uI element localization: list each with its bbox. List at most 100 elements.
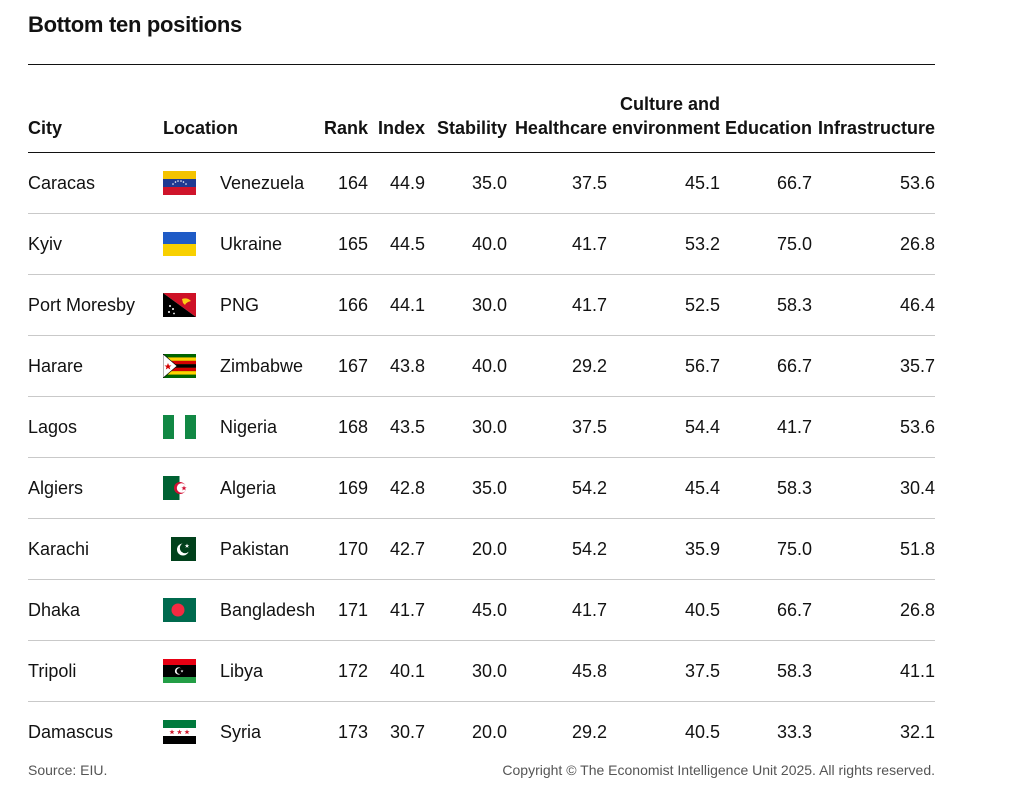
png-flag-icon <box>163 293 196 317</box>
bangladesh-flag-icon <box>163 598 196 622</box>
cell-education: 66.7 <box>720 152 812 214</box>
cell-location: Libya <box>163 640 318 702</box>
cell-stability: 30.0 <box>425 274 507 336</box>
cell-index: 44.9 <box>368 152 425 214</box>
cell-rank: 170 <box>318 518 368 580</box>
cell-stability: 35.0 <box>425 457 507 519</box>
cell-culture: 54.4 <box>607 396 720 458</box>
cell-location: Venezuela <box>163 152 318 214</box>
cell-rank: 167 <box>318 335 368 397</box>
cell-healthcare: 29.2 <box>507 335 607 397</box>
table-row: Port Moresby PNG 166 44.1 30.0 41.7 52.5 58.3 46… <box>28 274 935 336</box>
rankings-table: City Location Rank Index Stability Healt… <box>28 78 935 762</box>
algeria-flag-icon <box>163 476 196 500</box>
cell-index: 42.7 <box>368 518 425 580</box>
cell-healthcare: 29.2 <box>571 721 607 742</box>
cell-stability: 30.0 <box>425 396 507 458</box>
table-row: Harare Zimbabwe 167 43.8 40.0 29.2 56.7 66.7 35.… <box>28 335 935 397</box>
cell-culture: 37.5 <box>607 640 720 702</box>
top-rule <box>28 64 935 65</box>
table-row: Algiers Algeria 169 42.8 35.0 54.2 45.4 58.3 30.… <box>28 457 935 519</box>
cell-rank: 168 <box>318 396 368 458</box>
location-name: Venezuela <box>220 172 305 193</box>
col-header-location: Location <box>163 78 318 153</box>
cell-index: 43.5 <box>368 396 425 458</box>
cell-healthcare: 41.7 <box>507 579 607 641</box>
cell-rank: 166 <box>318 274 368 336</box>
cell-healthcare: 37.5 <box>507 396 607 458</box>
cell-location: Algeria <box>163 457 318 519</box>
cell-healthcare: 37.5 <box>507 152 607 214</box>
cell-city: Dhaka <box>28 579 163 641</box>
cell-rank: 165 <box>318 213 368 275</box>
col-header-education: Education <box>720 78 812 153</box>
syria-flag-icon <box>163 720 196 744</box>
cell-index: 44.5 <box>368 213 425 275</box>
cell-index: 44.1 <box>368 274 425 336</box>
cell-infrastructure: 53.6 <box>812 152 935 214</box>
cell-culture: 45.1 <box>607 152 720 214</box>
cell-infrastructure: 30.4 <box>812 457 935 519</box>
col-header-index: Index <box>368 78 425 153</box>
cell-stability: 20.0 <box>471 721 507 742</box>
pakistan-flag-icon <box>163 537 196 561</box>
cell-city: Port Moresby <box>28 274 163 336</box>
cell-infrastructure: 53.6 <box>812 396 935 458</box>
cell-culture: 52.5 <box>607 274 720 336</box>
location-name: Algeria <box>220 477 277 498</box>
table-row: Karachi Pakistan 170 42.7 20.0 54.2 35.9 75.0 51… <box>28 518 935 580</box>
location-name: Pakistan <box>220 538 290 559</box>
cell-stability: 20.0 <box>425 518 507 580</box>
cell-location: Bangladesh <box>163 579 318 641</box>
zimbabwe-flag-icon <box>163 354 196 378</box>
cell-rank: 172 <box>318 640 368 702</box>
cell-infrastructure: 46.4 <box>812 274 935 336</box>
cell-healthcare: 54.2 <box>507 518 607 580</box>
cell-city: Harare <box>28 335 163 397</box>
cell-infrastructure: 26.8 <box>812 579 935 641</box>
cell-healthcare: 41.7 <box>507 213 607 275</box>
cell-healthcare: 41.7 <box>507 274 607 336</box>
col-header-stability: Stability <box>425 78 507 153</box>
chart-title: Bottom ten positions <box>28 12 242 37</box>
location-name: Libya <box>220 660 264 681</box>
cell-education: 66.7 <box>720 579 812 641</box>
cell-culture: 40.5 <box>607 579 720 641</box>
cell-rank: 169 <box>318 457 368 519</box>
cell-location: Nigeria <box>163 396 318 458</box>
location-name: PNG <box>220 294 260 315</box>
cell-culture: 53.2 <box>607 213 720 275</box>
cell-rank: 164 <box>318 152 368 214</box>
source-note: Source: EIU. <box>28 762 108 778</box>
cell-stability: 45.0 <box>425 579 507 641</box>
location-name: Bangladesh <box>220 599 316 620</box>
cell-stability: 40.0 <box>425 335 507 397</box>
cell-culture: 35.9 <box>607 518 720 580</box>
cell-index: 40.1 <box>368 640 425 702</box>
location-name: Nigeria <box>220 416 278 437</box>
col-header-city: City <box>28 78 163 153</box>
cell-stability: 35.0 <box>425 152 507 214</box>
location-name: Syria <box>220 721 262 742</box>
copyright-note: Copyright © The Economist Intelligence U… <box>502 762 935 778</box>
cell-infrastructure: 41.1 <box>812 640 935 702</box>
ukraine-flag-icon <box>163 232 196 256</box>
cell-education: 58.3 <box>720 457 812 519</box>
cell-location: PNG <box>163 274 318 336</box>
cell-education: 75.0 <box>720 213 812 275</box>
cell-stability: 40.0 <box>425 213 507 275</box>
venezuela-flag-icon <box>163 171 196 195</box>
cell-city: Caracas <box>28 152 163 214</box>
cell-rank: 173 <box>337 721 368 742</box>
location-name: Zimbabwe <box>220 355 304 376</box>
col-header-healthcare: Healthcare <box>507 78 607 153</box>
cell-infrastructure: 32.1 <box>899 721 935 742</box>
col-header-culture: Culture and environment <box>607 78 720 153</box>
cell-index: 42.8 <box>368 457 425 519</box>
cell-infrastructure: 51.8 <box>812 518 935 580</box>
cell-education: 66.7 <box>720 335 812 397</box>
cell-culture: 40.5 <box>684 721 720 742</box>
cell-index: 43.8 <box>368 335 425 397</box>
cell-city: Lagos <box>28 396 163 458</box>
col-header-rank: Rank <box>318 78 368 153</box>
